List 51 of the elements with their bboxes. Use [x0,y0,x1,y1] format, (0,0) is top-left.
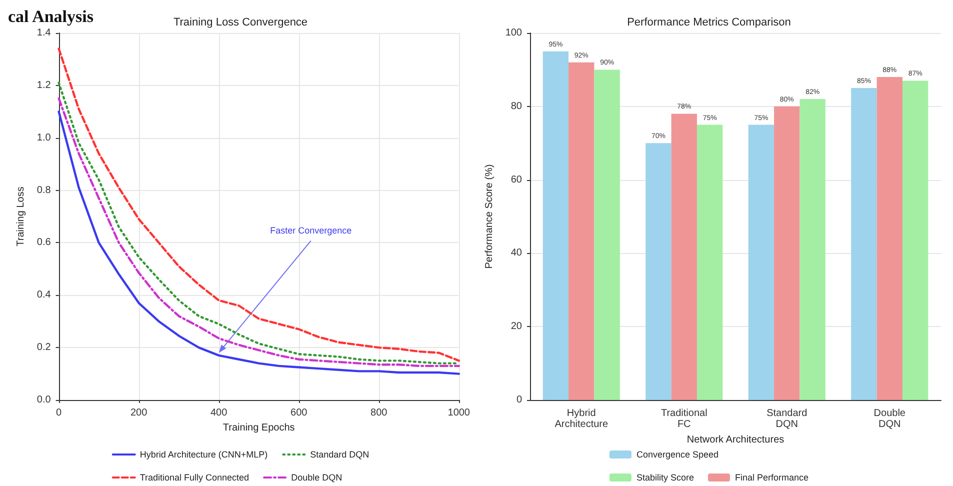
x-tick-label: 400 [210,408,228,418]
chart-title: Performance Metrics Comparison [627,16,791,28]
legend-label: Final Performance [735,472,809,482]
x-tick-label: 200 [130,408,148,418]
bar [568,62,594,400]
x-tick-label: 800 [370,408,388,418]
y-tick-label: 0.6 [36,237,52,248]
chart-title: Training Loss Convergence [173,16,308,28]
y-tick-label: 0.2 [36,342,52,354]
legend-label: Standard DQN [310,450,370,460]
y-axis-title: Training Loss [16,186,26,246]
x-tick-label: Hybrid Architecture [554,408,608,430]
y-tick-label: 80 [510,100,522,112]
bar [542,51,569,400]
text: cal Analysis [8,7,94,26]
x-tick-label: 0 [56,408,62,418]
y-tick-label: 1.2 [36,80,52,91]
x-tick-label: Double DQN [874,408,906,430]
bar [876,77,902,400]
y-tick-label: 0 [516,394,522,406]
bar [671,114,697,400]
bar [748,124,774,400]
x-tick-label: 1000 [448,408,470,418]
y-tick-label: 20 [510,321,522,332]
x-tick-label: Traditional FC [660,408,708,430]
x-tick-label: 600 [290,408,308,418]
bar [594,70,620,400]
y-tick-label: 1.4 [36,28,52,38]
legend-label: Double DQN [291,472,342,482]
y-tick-label: 0.8 [36,184,52,196]
y-tick-label: 40 [510,248,522,259]
bar [851,88,877,400]
legend-label: Stability Score [636,472,694,482]
y-axis-title: Performance Score (%) [484,164,495,269]
annotation: Faster Convergence [270,225,352,236]
y-tick-label: 1.0 [36,132,52,144]
y-tick-label: 60 [510,174,522,186]
legend-label: Hybrid Architecture (CNN+MLP) [140,450,268,460]
x-tick-label: Standard DQN [766,408,808,430]
bar [696,124,723,400]
bar [646,143,672,400]
y-tick-label: 0.0 [36,394,52,406]
x-axis-title: Training Epochs [222,422,295,434]
bar [800,99,826,400]
bar [774,106,800,400]
x-axis-title: Network Architectures [686,434,784,446]
legend-label: Convergence Speed [636,450,719,460]
bar [902,80,928,400]
y-tick-label: 0.4 [36,290,52,301]
y-tick-label: 100 [505,28,522,38]
legend-label: Traditional Fully Connected [140,472,250,482]
